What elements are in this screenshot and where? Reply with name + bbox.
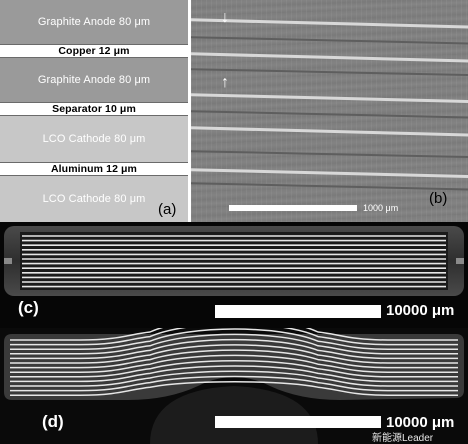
layer-label: Graphite Anode 80 μm: [37, 16, 151, 28]
layer-separator: Separator 10 μm: [0, 102, 188, 116]
tab-left: [4, 258, 12, 264]
layer-aluminum: Aluminum 12 μm: [0, 162, 188, 176]
electrode-layers: [22, 235, 446, 288]
scale-bar: [215, 416, 381, 428]
layer-schematic-panel: Graphite Anode 80 μm Copper 12 μm Graphi…: [0, 0, 190, 222]
electrode-layer-line: [10, 333, 458, 355]
panel-b-letter: (b): [429, 190, 448, 207]
layer-graphite-anode-top: Graphite Anode 80 μm: [0, 0, 188, 44]
scale-bar-label: 10000 μm: [386, 414, 455, 431]
flat-stack-image: [4, 226, 464, 296]
scale-bar: [229, 205, 357, 211]
ct-flat-stack-panel: (c) 10000 μm: [0, 222, 468, 328]
panel-a-letter: (a): [158, 201, 177, 218]
layer-label: Graphite Anode 80 μm: [37, 74, 151, 86]
electrode-boundary-line: [191, 36, 468, 45]
electrode-layer-line: [10, 349, 458, 369]
indentation-object: [150, 386, 318, 444]
scale-bar-label: 1000 μm: [363, 203, 399, 213]
electrode-layer-line: [10, 370, 458, 387]
arrow-down-icon: ↓: [221, 9, 229, 26]
electrode-layer-line: [10, 354, 458, 373]
electrode-boundary-line: [191, 18, 468, 29]
electrode-layer-line: [10, 375, 458, 392]
electrode-layer-line: [10, 359, 458, 378]
layer-label: LCO Cathode 80 μm: [42, 193, 146, 205]
arrow-up-icon: ↑: [221, 74, 229, 91]
electrode-boundary-line: [191, 68, 468, 77]
layer-lco-cathode-top: LCO Cathode 80 μm: [0, 116, 188, 162]
electrode-layer-line: [10, 328, 458, 350]
tab-right: [456, 258, 464, 264]
sem-cross-section-panel: ↓ ↑ 1000 μm (b): [191, 0, 468, 222]
layer-label: Aluminum 12 μm: [50, 163, 137, 175]
electrode-boundary-line: [191, 150, 468, 159]
electrode-layer-line: [10, 338, 458, 360]
electrode-boundary-line: [191, 182, 468, 191]
scale-bar: [215, 305, 381, 318]
layer-graphite-anode-bottom: Graphite Anode 80 μm: [0, 58, 188, 102]
watermark-text: 新能源Leader: [372, 433, 434, 444]
electrode-boundary-line: [191, 52, 468, 63]
electrode-layer-line: [10, 328, 458, 341]
electrode-boundary-line: [191, 93, 468, 104]
deformed-stack-image: [4, 328, 464, 444]
electrode-stack-region: [20, 232, 448, 290]
layer-label: Separator 10 μm: [52, 103, 136, 115]
electrode-layer-line: [10, 344, 458, 364]
electrode-boundary-line: [191, 126, 468, 137]
ct-deformed-stack-panel: (d) 10000 μm 新能源Leader: [0, 328, 468, 444]
panel-c-letter: (c): [18, 298, 39, 317]
layer-copper: Copper 12 μm: [0, 44, 188, 58]
electrode-layers: [10, 328, 458, 396]
panel-d-letter: (d): [42, 412, 64, 431]
electrode-layer-line: [10, 381, 458, 396]
electrode-layer-line: [10, 365, 458, 383]
scale-bar-label: 10000 μm: [386, 302, 455, 319]
electrode-layer-line: [10, 328, 458, 346]
electrode-boundary-line: [191, 168, 468, 179]
layer-label: LCO Cathode 80 μm: [42, 133, 146, 145]
layer-lco-cathode-bottom: LCO Cathode 80 μm: [0, 176, 188, 222]
electrode-boundary-line: [191, 110, 468, 119]
layer-label: Copper 12 μm: [58, 45, 130, 57]
